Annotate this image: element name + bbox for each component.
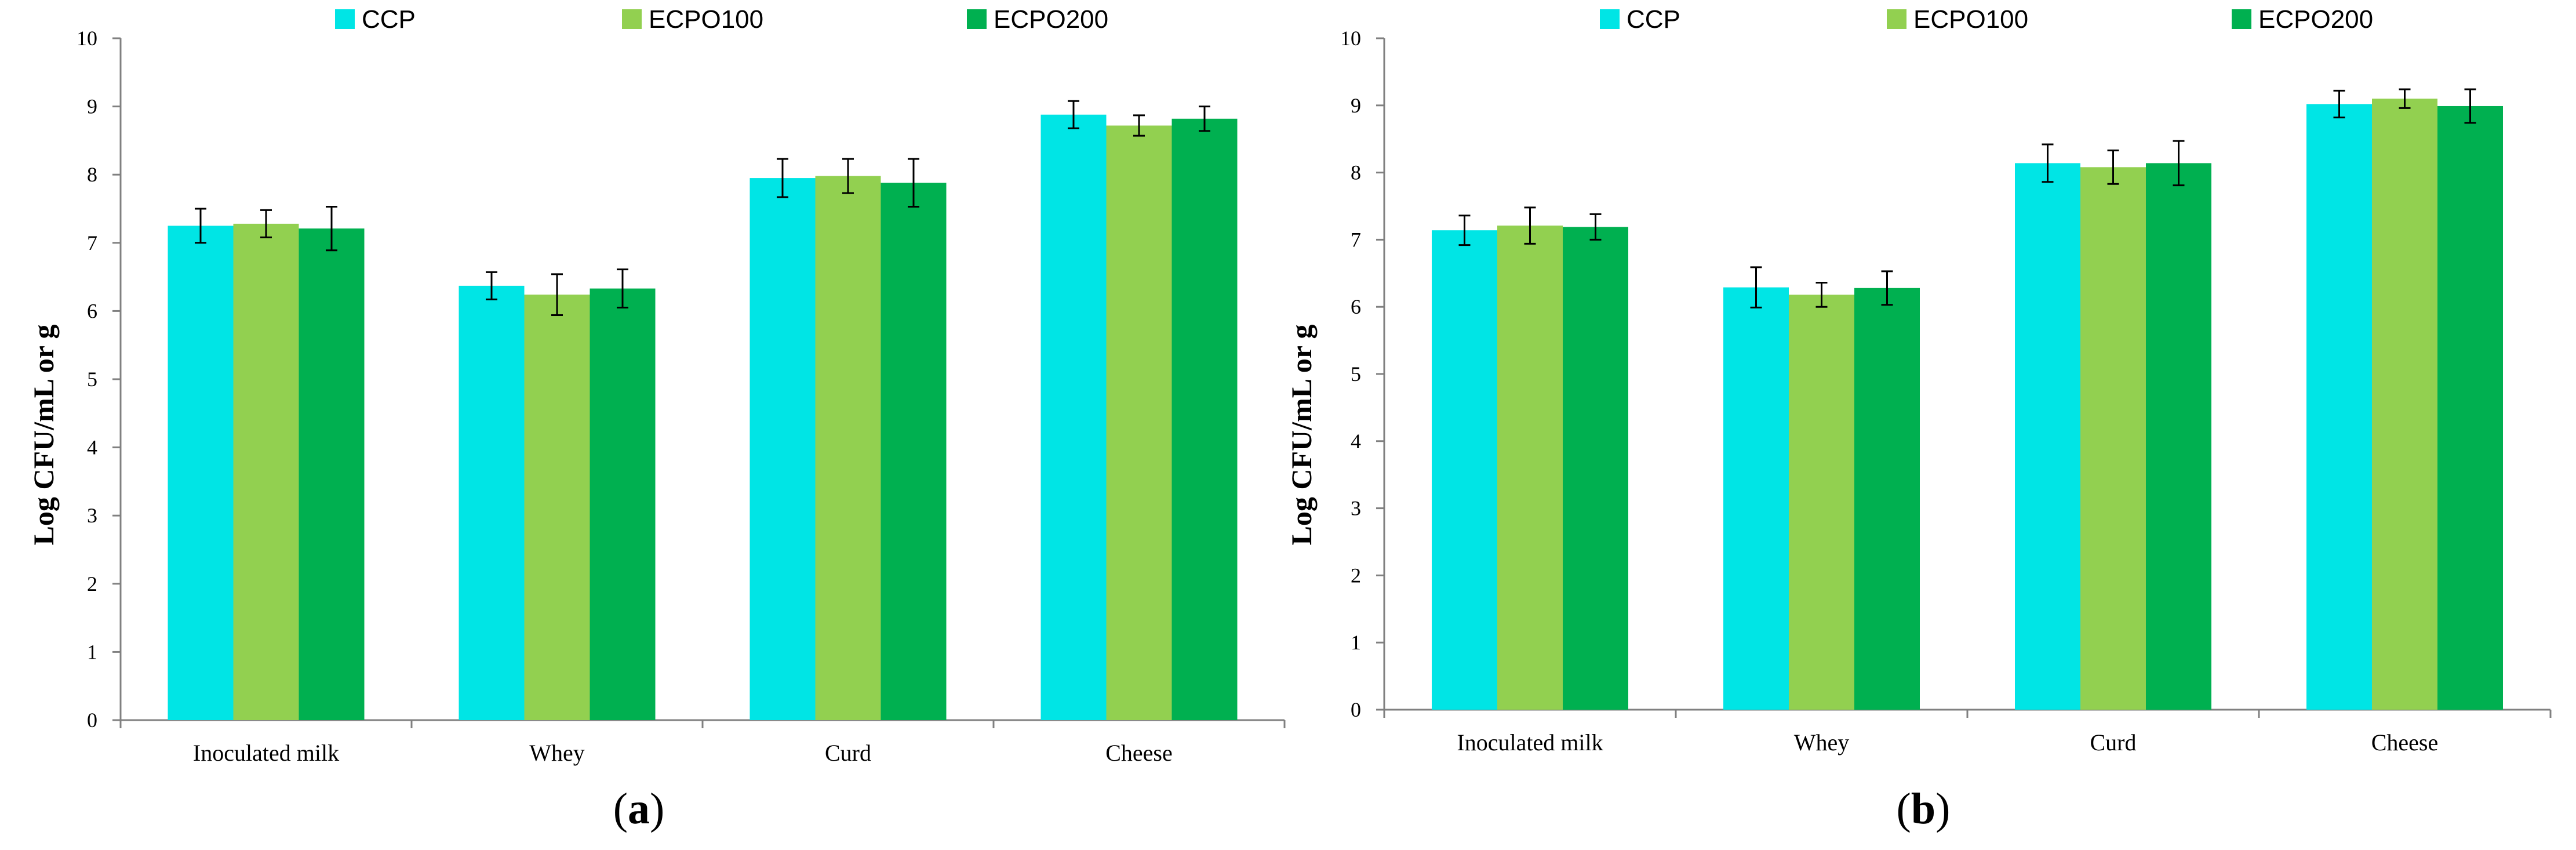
panel-a-legend-swatch — [967, 9, 987, 29]
panel-b-y-tick-label: 6 — [1351, 295, 1361, 318]
panel-a-bars — [168, 100, 1238, 721]
panel-b-y-tick-label: 1 — [1351, 631, 1361, 654]
panel-b-bar-ccp — [2306, 104, 2372, 710]
panel-a-bar-ccp — [168, 226, 234, 720]
panel-b-legend-swatch — [1600, 9, 1620, 29]
panel-a-y-tick-label: 10 — [77, 27, 97, 50]
panel-b-bars — [1432, 88, 2503, 710]
panel-b-bar-ccp — [1432, 230, 1497, 710]
panel-b-category-label: Cheese — [2371, 729, 2439, 755]
panel-a-y-tick-label: 2 — [87, 572, 97, 595]
panel-b-y-tick-label: 5 — [1351, 362, 1361, 386]
panel-b-y-tick-label: 4 — [1351, 430, 1361, 453]
panel-a-label: (a) — [613, 784, 665, 833]
panel-b-bar-ecpo200 — [2146, 163, 2211, 710]
panel-a-y-tick-label: 3 — [87, 504, 97, 527]
panel-b-legend-label: CCP — [1627, 5, 1680, 34]
panel-a-category-label: Whey — [529, 740, 585, 766]
panel-a-bar-ecpo200 — [299, 228, 365, 720]
panel-a-bar-ccp — [1040, 114, 1107, 720]
panel-b-legend-label: ECPO200 — [2258, 5, 2373, 34]
panel-b-y-tick-label: 2 — [1351, 564, 1361, 587]
panel-a-y-tick-label: 4 — [87, 436, 97, 459]
panel-b-y-axis-label: Log CFU/mL or g — [1285, 324, 1318, 545]
panel-a-y-tick-label: 1 — [87, 640, 97, 663]
panel-a-category-label: Cheese — [1105, 740, 1173, 766]
panel-a-bar-ecpo100 — [524, 295, 590, 720]
panel-a-y-axis-label: Log CFU/mL or g — [27, 324, 60, 545]
panel-b-bar-ecpo100 — [1497, 226, 1563, 710]
panel-b-bar-ecpo100 — [1789, 295, 1854, 710]
panel-a-bar-ecpo200 — [1171, 118, 1238, 720]
panel-a-bar-ecpo100 — [815, 176, 881, 720]
panel-b-bar-ecpo200 — [1854, 288, 1920, 710]
panel-b-bar-ecpo100 — [2080, 167, 2146, 710]
panel-a-y-tick-label: 7 — [87, 231, 97, 255]
panel-a: 0 1 2 3 4 5 6 7 8 9 10 Inoculated milk Whey Curd Chees… — [27, 5, 1286, 833]
panel-a-bar-ecpo200 — [590, 288, 656, 720]
panel-a-category-label: Inoculated milk — [193, 740, 339, 766]
panel-b-category-label: Whey — [1794, 729, 1850, 755]
panel-a-legend-label: ECPO100 — [649, 5, 763, 34]
panel-b-bar-ccp — [1723, 287, 1789, 710]
panel-b-legend-swatch — [1887, 9, 1906, 29]
panel-a-legend-swatch — [622, 9, 642, 29]
panel-b-y-tick-label: 0 — [1351, 698, 1361, 721]
panel-b-bar-ecpo100 — [2372, 99, 2437, 710]
panel-b-y-tick-label: 7 — [1351, 228, 1361, 251]
panel-b-category-label: Curd — [2090, 729, 2137, 755]
panel-a-y-tick-label: 0 — [87, 709, 97, 732]
panel-b-legend: CCP ECPO100 ECPO200 — [1600, 5, 2373, 34]
panel-a-y-tick-label: 9 — [87, 95, 97, 118]
panel-a-legend: CCP ECPO100 ECPO200 — [335, 5, 1108, 34]
panel-a-y-tick-label: 5 — [87, 368, 97, 391]
panel-a-category-label: Curd — [825, 740, 871, 766]
panel-b-category-label: Inoculated milk — [1457, 729, 1603, 755]
panel-b-bar-ecpo200 — [1563, 227, 1628, 710]
panel-a-legend-swatch — [335, 9, 355, 29]
panel-a-y-tick-label: 6 — [87, 299, 97, 322]
panel-b-y-tick-label: 9 — [1351, 94, 1361, 117]
panel-a-bar-ecpo100 — [233, 223, 299, 720]
panel-a-legend-label: ECPO200 — [994, 5, 1108, 34]
panel-a-bar-ccp — [749, 178, 816, 721]
panel-b-y-tick-label: 3 — [1351, 497, 1361, 520]
panel-b-bar-ecpo200 — [2437, 106, 2503, 710]
panel-a-y-tick-label: 8 — [87, 163, 97, 186]
panel-b-y-tick-label: 8 — [1351, 161, 1361, 184]
panel-b-y-tick-label: 10 — [1340, 27, 1361, 50]
panel-b-bar-ccp — [2015, 163, 2080, 710]
panel-b-legend-swatch — [2232, 9, 2251, 29]
panel-b-label: (b) — [1897, 784, 1951, 833]
panel-b: 0 1 2 3 4 5 6 7 8 9 10 Inoculated milk Whey Curd Chees… — [1285, 5, 2552, 833]
panel-a-bar-ecpo100 — [1106, 125, 1172, 721]
panel-a-legend-label: CCP — [362, 5, 416, 34]
panel-b-legend-label: ECPO100 — [1913, 5, 2028, 34]
panel-a-bar-ccp — [459, 285, 525, 720]
panel-a-bar-ecpo200 — [881, 183, 947, 720]
